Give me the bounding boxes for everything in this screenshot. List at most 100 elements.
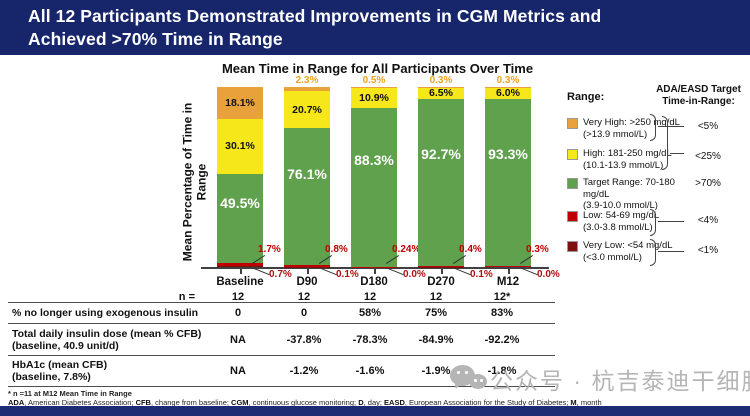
- bar-segment-3: [284, 265, 330, 267]
- slide-title-line2: Achieved >70% Time in Range: [28, 29, 283, 49]
- legend-item-text: Target Range: 70-180 mg/dL (3.9-10.0 mmol…: [583, 177, 687, 212]
- bracket-very-low: [650, 239, 656, 266]
- category-label-d180: D180: [360, 276, 388, 288]
- abbreviation: D: [358, 398, 364, 407]
- legend-item-line1: Very Low: <54 mg/dL: [583, 240, 673, 251]
- high-label: 6.5%: [429, 87, 453, 100]
- wechat-icon: [448, 363, 490, 395]
- cell: -84.9%: [418, 333, 454, 346]
- legend-item-text: Very High: >250 mg/dL (>13.9 mmol/L): [583, 117, 687, 140]
- row-label-line2: (baseline, 40.9 unit/d): [12, 339, 119, 352]
- cell: -1.8%: [487, 365, 517, 377]
- bar-segment-0: [485, 87, 531, 88]
- bar-segment-2: [351, 107, 397, 267]
- very-low-label: 0.7%: [269, 269, 292, 280]
- legend-target-header: ADA/EASD Target Time-in-Range:: [648, 84, 749, 108]
- low-label: 0.8%: [325, 244, 348, 255]
- cell: -1.9%: [421, 365, 451, 377]
- legend-item-line1: Low: 54-69 mg/dL: [583, 210, 660, 221]
- abbreviation-definition: , month: [576, 398, 602, 407]
- footnote-abbreviations: ADA, American Diabetes Association; CFB,…: [8, 398, 602, 407]
- abbreviation-definition: , change from baseline;: [150, 398, 232, 407]
- very-low-label: 0.0%: [403, 269, 426, 280]
- bar-segment-3: [485, 266, 531, 267]
- bar-segment-2: [284, 128, 330, 266]
- legend-target-header-line2: Time-in-Range:: [662, 96, 735, 107]
- metrics-table: n = 12 12 12 12 12* % no longer using ex…: [8, 291, 555, 387]
- bar-segment-1: [217, 119, 263, 174]
- low-label: 0.4%: [459, 244, 482, 255]
- high-label: 20.7%: [292, 103, 322, 116]
- slide-title: All 12 Participants Demonstrated Improve…: [28, 5, 601, 51]
- n-value: 12: [231, 291, 245, 303]
- legend-target-value: <25%: [695, 151, 721, 162]
- bracket-low: [650, 209, 656, 236]
- legend-item: Very High: >250 mg/dL (>13.9 mmol/L): [567, 117, 687, 140]
- legend-target-value: <1%: [697, 245, 719, 256]
- n-value: 12: [363, 291, 377, 303]
- cell: -37.8%: [286, 333, 322, 346]
- bracket-dash-high: [670, 153, 684, 154]
- very-high-label: 18.1%: [225, 97, 255, 110]
- stacked-bar-plot: 18.1% 30.1% 49.5% 1.7% 0.7% Baseline 2.3% 20.7%…: [201, 75, 560, 315]
- target-label: 93.3%: [488, 145, 528, 162]
- legend-target-value: >70%: [695, 178, 721, 189]
- category-label-d270: D270: [427, 276, 455, 288]
- legend-swatch: [567, 178, 578, 189]
- row-label: Total daily insulin dose (mean % CFB) (b…: [8, 328, 205, 352]
- legend-item-line2: (3.0-3.8 mmol/L): [583, 221, 653, 233]
- row-label-line1: Total daily insulin dose (mean % CFB): [12, 327, 202, 340]
- table-row-insulin-free: % no longer using exogenous insulin 0 0 …: [8, 303, 555, 324]
- axis-tick: [307, 267, 309, 274]
- target-label: 88.3%: [354, 152, 394, 169]
- legend-item-line2: (10.1-13.9 mmol/L): [583, 159, 664, 171]
- legend-item: Very Low: <54 mg/dL (<3.0 mmol/L): [567, 240, 687, 263]
- legend-item: Low: 54-69 mg/dL (3.0-3.8 mmol/L): [567, 210, 687, 233]
- legend-swatch: [567, 149, 578, 160]
- abbreviation: CFB: [135, 398, 151, 407]
- low-label: 0.3%: [526, 244, 549, 255]
- watermark: 公众号 · 杭吉泰迪干细胞: [448, 362, 750, 396]
- footnote-asterisk: * n =11 at M12 Mean Time in Range: [8, 389, 132, 398]
- high-label: 30.1%: [225, 140, 255, 153]
- high-label: 6.0%: [496, 87, 520, 100]
- bracket-very-high: [650, 114, 656, 141]
- n-equals-label: n =: [178, 291, 195, 303]
- cell: 83%: [490, 307, 514, 319]
- cell: 0: [300, 307, 308, 319]
- cell: -78.3%: [352, 333, 388, 346]
- legend-target-header-line1: ADA/EASD Target: [656, 84, 741, 95]
- legend-target-value: <5%: [697, 121, 719, 132]
- row-label-line1: HbA1c (mean CFB): [12, 359, 108, 371]
- legend-item-text: Low: 54-69 mg/dL (3.0-3.8 mmol/L): [583, 210, 687, 233]
- very-high-label: 0.3%: [496, 75, 520, 87]
- cell: NA: [230, 333, 246, 346]
- target-label: 76.1%: [287, 165, 327, 182]
- abbreviation-definition: , day;: [363, 398, 385, 407]
- very-low-label: 0.1%: [470, 269, 493, 280]
- abbreviation-definition: , continuous glucose monitoring;: [248, 398, 359, 407]
- footer-bar: [0, 406, 750, 416]
- table-row-insulin-dose: Total daily insulin dose (mean % CFB) (b…: [8, 324, 555, 356]
- bar-segment-0: [418, 87, 464, 88]
- abbreviation-definition: , European Association for the Study of …: [404, 398, 571, 407]
- cell: 0: [234, 307, 242, 319]
- row-label-line2: (baseline, 7.8%): [12, 371, 91, 383]
- legend-item: High: 181-250 mg/dL (10.1-13.9 mmol/L): [567, 148, 687, 171]
- bracket-dash-very-high: [658, 126, 684, 127]
- abbreviation: CGM: [231, 398, 249, 407]
- cell: 75%: [424, 307, 448, 319]
- bar-segment-1: [418, 87, 464, 100]
- bar-segment-0: [351, 87, 397, 88]
- cell: -1.2%: [289, 365, 319, 377]
- legend-swatch: [567, 118, 578, 129]
- very-high-label: 0.5%: [362, 75, 386, 87]
- legend-item-line2: (3.9-10.0 mmol/L): [583, 200, 658, 211]
- slide-title-bar: All 12 Participants Demonstrated Improve…: [0, 0, 750, 55]
- bracket-dash-low: [658, 221, 684, 222]
- abbreviation: EASD: [384, 398, 405, 407]
- legend-swatch: [567, 211, 578, 222]
- cell: 58%: [358, 307, 382, 319]
- abbreviation: ADA: [8, 398, 25, 407]
